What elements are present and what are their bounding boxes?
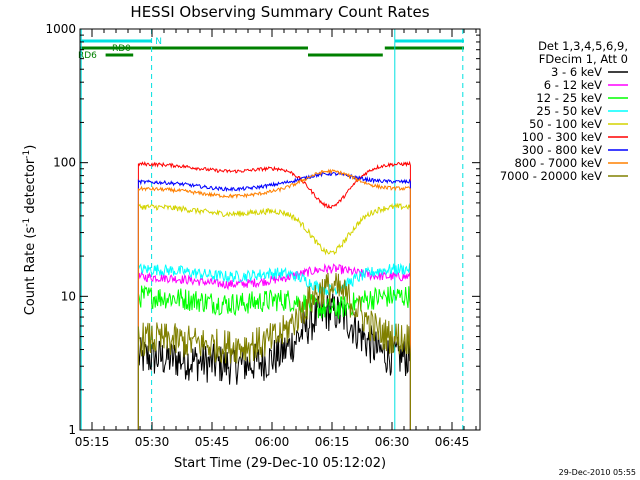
flag-label: RD0	[112, 44, 131, 54]
footer-timestamp: 29-Dec-2010 05:55	[559, 468, 636, 477]
legend-label: 3 - 6 keV	[551, 65, 602, 79]
y-tick-label: 10	[61, 289, 76, 303]
series-line	[137, 160, 411, 430]
series-line	[137, 202, 411, 430]
plot-frame	[79, 28, 481, 431]
series-line	[137, 293, 411, 430]
x-tick-label: 06:00	[255, 435, 290, 449]
legend-label: 100 - 300 keV	[522, 130, 602, 144]
y-tick-label: 100	[53, 156, 76, 170]
series-line	[137, 262, 411, 430]
legend-label: 7000 - 20000 keV	[500, 169, 602, 183]
flag-bars: N RD0 RD6	[78, 37, 464, 61]
x-axis-ticks: 05:15 05:30 05:45 06:00 06:15 06:30 06:45	[75, 29, 477, 449]
legend-label: 12 - 25 keV	[536, 91, 602, 105]
legend-label: 6 - 12 keV	[544, 78, 602, 92]
flag-label: N	[155, 37, 162, 47]
x-tick-label: 05:15	[75, 435, 110, 449]
x-tick-label: 06:30	[375, 435, 410, 449]
legend-label: 300 - 800 keV	[522, 143, 602, 157]
legend-label: 50 - 100 keV	[529, 117, 602, 131]
legend-header: FDecim 1, Att 0	[539, 52, 628, 66]
y-axis-ticks: 1 10 100 1000	[45, 22, 480, 437]
event-lines	[80, 29, 464, 430]
legend-label: 25 - 50 keV	[536, 104, 602, 118]
x-tick-label: 05:30	[135, 435, 170, 449]
y-tick-label: 1	[68, 423, 76, 437]
legend-label: 800 - 7000 keV	[514, 156, 602, 170]
x-tick-label: 06:15	[315, 435, 350, 449]
data-series	[137, 160, 411, 430]
series-line	[137, 285, 411, 430]
y-tick-label: 1000	[45, 22, 76, 36]
flag-label: RD6	[78, 51, 97, 61]
x-axis-label: Start Time (29-Dec-10 05:12:02)	[174, 456, 386, 471]
x-tick-label: 06:45	[435, 435, 470, 449]
x-tick-label: 05:45	[195, 435, 230, 449]
y-axis-label: Count Rate (s-1 detector-1)	[22, 145, 38, 316]
series-line	[137, 168, 411, 430]
chart-title: HESSI Observing Summary Count Rates	[130, 3, 429, 21]
series-line	[137, 170, 411, 430]
series-line	[137, 272, 411, 430]
legend-header: Det 1,3,4,5,6,9,	[538, 39, 628, 53]
legend: Det 1,3,4,5,6,9,FDecim 1, Att 03 - 6 keV…	[500, 39, 628, 183]
